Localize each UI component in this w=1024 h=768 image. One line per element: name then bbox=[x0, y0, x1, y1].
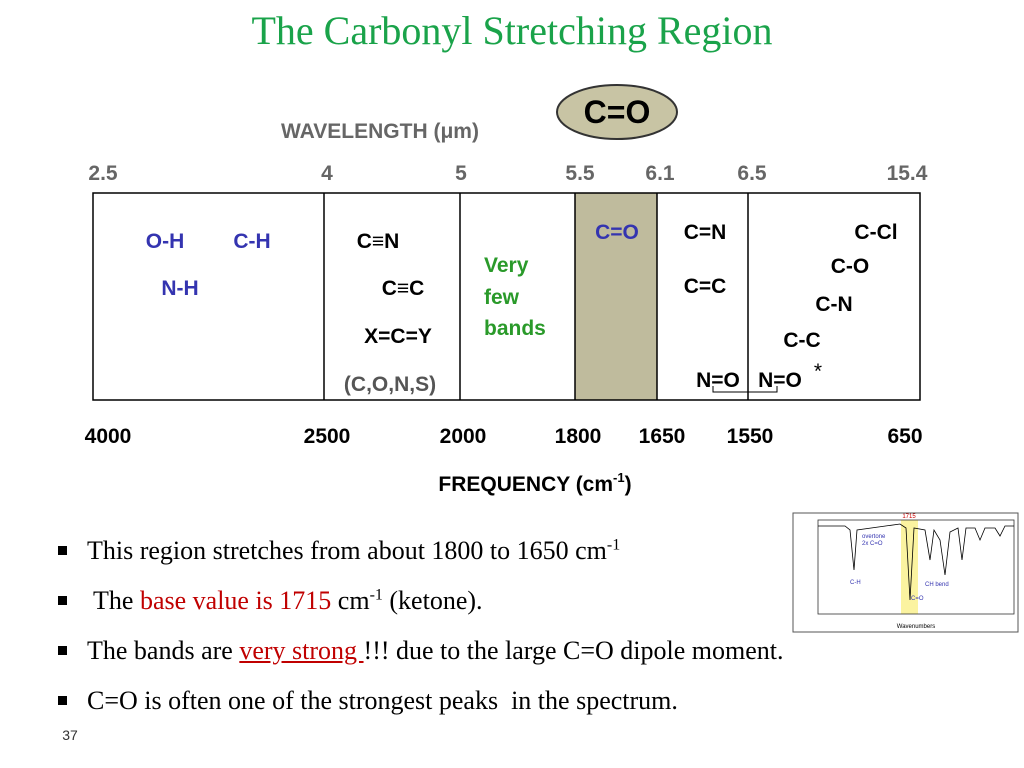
group: O-H bbox=[146, 230, 185, 253]
group: N=O bbox=[758, 369, 802, 392]
group: X=C=Y bbox=[364, 325, 432, 348]
text: This region stretches from about 1800 to… bbox=[87, 536, 607, 565]
bullet: C=O is often one of the strongest peaks … bbox=[58, 686, 678, 716]
emphasis: very strong bbox=[239, 636, 364, 665]
tick: 5 bbox=[455, 162, 467, 185]
group: (C,O,N,S) bbox=[344, 373, 436, 396]
inset-label: C=O bbox=[911, 596, 924, 602]
tick: 2000 bbox=[440, 425, 487, 448]
tick: 6.1 bbox=[645, 162, 675, 185]
sup: -1 bbox=[369, 586, 383, 604]
tick: 4000 bbox=[85, 425, 132, 448]
label-end: ) bbox=[625, 473, 632, 496]
tick: 2500 bbox=[304, 425, 351, 448]
text: The bands are bbox=[87, 636, 240, 665]
page-number: 37 bbox=[62, 727, 78, 743]
inset-label: 1715 bbox=[902, 514, 916, 520]
tick: 5.5 bbox=[565, 162, 595, 185]
highlight bbox=[575, 193, 657, 400]
group: N=O bbox=[696, 369, 740, 392]
inset-label: CH bend bbox=[925, 582, 949, 588]
bullet: The base value is 1715 cm-1 (ketone). bbox=[58, 586, 483, 616]
label: FREQUENCY (cm bbox=[438, 473, 613, 496]
emphasis: base value is 1715 bbox=[139, 586, 332, 615]
bullet: This region stretches from about 1800 to… bbox=[58, 536, 620, 566]
note: bands bbox=[484, 317, 546, 340]
group: C≡N bbox=[357, 230, 400, 253]
text: cm bbox=[331, 586, 370, 615]
asterisk: * bbox=[814, 360, 822, 383]
inset-spectrum bbox=[818, 523, 1014, 601]
inset-label: overtone bbox=[862, 534, 886, 540]
inset-label: C-H bbox=[850, 580, 861, 586]
group: C-H bbox=[233, 230, 270, 253]
group: C=N bbox=[684, 221, 727, 244]
group: C=O bbox=[595, 221, 639, 244]
tick: 650 bbox=[887, 425, 922, 448]
badge-shape bbox=[556, 84, 678, 140]
group: C-O bbox=[831, 255, 870, 278]
inset: 1715 overtone 2x C=O C-H C=O CH bend Wav… bbox=[792, 512, 1019, 633]
tick: 2.5 bbox=[88, 162, 118, 185]
group: C-N bbox=[815, 293, 852, 316]
text: C=O is often one of the strongest peaks … bbox=[87, 686, 678, 715]
badge: C=O bbox=[584, 94, 651, 130]
frame bbox=[92, 192, 921, 401]
inset-axes bbox=[817, 519, 1015, 615]
group: C-Cl bbox=[854, 221, 897, 244]
inset-highlight bbox=[901, 520, 918, 614]
tick: 4 bbox=[321, 162, 333, 185]
text: The bbox=[87, 586, 140, 615]
tick: 6.5 bbox=[737, 162, 767, 185]
group: C≡C bbox=[382, 277, 425, 300]
bracket bbox=[712, 386, 778, 393]
frequency-label: FREQUENCY (cm-1) bbox=[438, 470, 631, 496]
note: Very bbox=[484, 254, 529, 277]
text: !!! due to the large C=O dipole moment. bbox=[363, 636, 784, 665]
inset-label: Wavenumbers bbox=[897, 624, 935, 630]
group: C=C bbox=[684, 275, 727, 298]
tick: 15.4 bbox=[887, 162, 928, 185]
label-sup: -1 bbox=[613, 470, 625, 485]
title: The Carbonyl Stretching Region bbox=[251, 8, 772, 53]
group: C-C bbox=[783, 329, 820, 352]
text: (ketone). bbox=[382, 586, 483, 615]
inset-label: 2x C=O bbox=[862, 541, 883, 547]
wavelength-label: WAVELENGTH (μm) bbox=[281, 120, 479, 143]
tick: 1550 bbox=[727, 425, 774, 448]
tick: 1800 bbox=[555, 425, 602, 448]
note: few bbox=[484, 286, 520, 309]
bullet: The bands are very strong !!! due to the… bbox=[58, 636, 784, 666]
sup: -1 bbox=[606, 536, 621, 554]
tick: 1650 bbox=[639, 425, 686, 448]
group: N-H bbox=[161, 277, 198, 300]
